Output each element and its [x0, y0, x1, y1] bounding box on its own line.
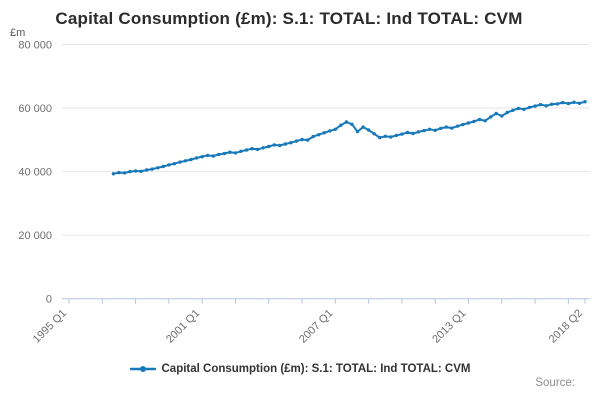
svg-text:80 000: 80 000	[18, 40, 52, 52]
svg-text:0: 0	[46, 294, 52, 306]
legend-line-marker-icon	[129, 366, 156, 372]
legend: Capital Consumption (£m): S.1: TOTAL: In…	[0, 363, 600, 375]
svg-text:2018 Q2: 2018 Q2	[547, 307, 585, 345]
legend-series-label: Capital Consumption (£m): S.1: TOTAL: In…	[161, 363, 471, 375]
svg-text:40 000: 40 000	[18, 167, 52, 179]
source-label: Source:	[535, 377, 575, 389]
svg-text:1995 Q1: 1995 Q1	[31, 307, 69, 345]
svg-text:2007 Q1: 2007 Q1	[297, 307, 335, 345]
y-axis-unit-label: £m	[10, 27, 26, 39]
svg-text:2013 Q1: 2013 Q1	[430, 307, 468, 345]
chart-title: Capital Consumption (£m): S.1: TOTAL: In…	[55, 9, 523, 28]
legend-item[interactable]: Capital Consumption (£m): S.1: TOTAL: In…	[129, 363, 471, 375]
svg-text:20 000: 20 000	[18, 230, 52, 242]
svg-text:60 000: 60 000	[18, 103, 52, 115]
svg-text:2001 Q1: 2001 Q1	[164, 307, 202, 345]
